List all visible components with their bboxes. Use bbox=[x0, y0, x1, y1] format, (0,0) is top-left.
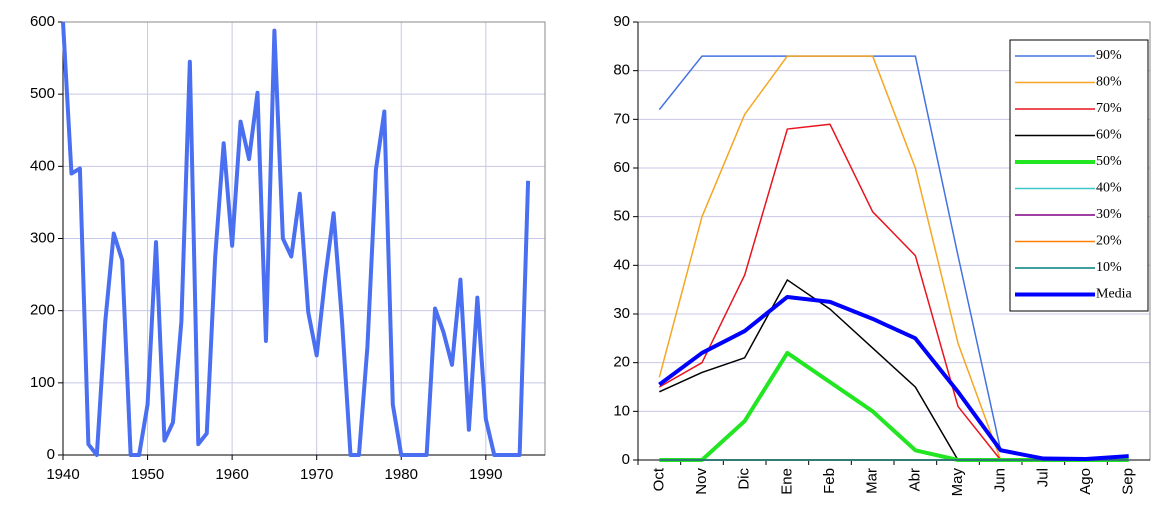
x-tick-label: May bbox=[949, 468, 966, 497]
legend-label: 20% bbox=[1096, 234, 1122, 249]
legend-label: 70% bbox=[1096, 101, 1122, 116]
legend-label: 30% bbox=[1096, 207, 1122, 222]
legend-label: 60% bbox=[1096, 128, 1122, 143]
series-line bbox=[658, 294, 1129, 462]
x-tick-label: 1960 bbox=[215, 466, 248, 483]
y-tick-label: 30 bbox=[613, 305, 630, 322]
y-tick-label: 80 bbox=[613, 62, 630, 79]
x-tick-label: Dic bbox=[736, 468, 753, 490]
x-tick-label: Abr bbox=[906, 468, 923, 491]
y-tick-label: 300 bbox=[30, 229, 55, 246]
y-tick-label: 500 bbox=[30, 85, 55, 102]
x-tick-label: Ene bbox=[778, 468, 795, 495]
x-tick-label: Oct bbox=[650, 467, 667, 491]
x-tick-label: 1950 bbox=[131, 466, 164, 483]
legend-label: 40% bbox=[1096, 181, 1122, 196]
x-tick-label: 1980 bbox=[385, 466, 418, 483]
y-tick-label: 50 bbox=[613, 208, 630, 225]
y-tick-label: 400 bbox=[30, 157, 55, 174]
legend: 90% 80% 70% 60% 50% 40% 30% 20% 10% Media bbox=[1009, 39, 1149, 312]
legend-box bbox=[1009, 39, 1149, 312]
x-tick-label: 1940 bbox=[46, 466, 79, 483]
y-tick-label: 0 bbox=[47, 446, 55, 463]
y-tick-label: 70 bbox=[613, 110, 630, 127]
y-tick-label: 40 bbox=[613, 256, 630, 273]
x-tick-label: Feb bbox=[821, 468, 838, 494]
x-tick-label: Nov bbox=[693, 468, 710, 495]
y-tick-label: 600 bbox=[30, 13, 55, 30]
series-line bbox=[61, 21, 531, 457]
x-tick-label: Mar bbox=[864, 468, 881, 494]
y-tick-label: 60 bbox=[613, 159, 630, 176]
legend-label: 10% bbox=[1096, 260, 1122, 275]
x-tick-label: Ago bbox=[1077, 468, 1094, 495]
x-tick-label: Sep bbox=[1120, 468, 1137, 495]
y-tick-label: 0 bbox=[622, 451, 630, 468]
x-tick-label: 1990 bbox=[469, 466, 502, 483]
y-tick-label: 20 bbox=[613, 354, 630, 371]
x-tick-label: Jun bbox=[992, 468, 1009, 492]
legend-label: Media bbox=[1096, 287, 1133, 302]
x-tick-label: 1970 bbox=[300, 466, 333, 483]
legend-label: 90% bbox=[1096, 48, 1122, 63]
y-tick-label: 100 bbox=[30, 374, 55, 391]
legend-label: 80% bbox=[1096, 75, 1122, 90]
y-tick-label: 10 bbox=[613, 402, 630, 419]
legend-label: 50% bbox=[1096, 154, 1122, 169]
y-tick-label: 90 bbox=[613, 13, 630, 30]
x-tick-label: Jul bbox=[1034, 468, 1051, 487]
y-tick-label: 200 bbox=[30, 302, 55, 319]
series-line bbox=[659, 350, 1129, 462]
